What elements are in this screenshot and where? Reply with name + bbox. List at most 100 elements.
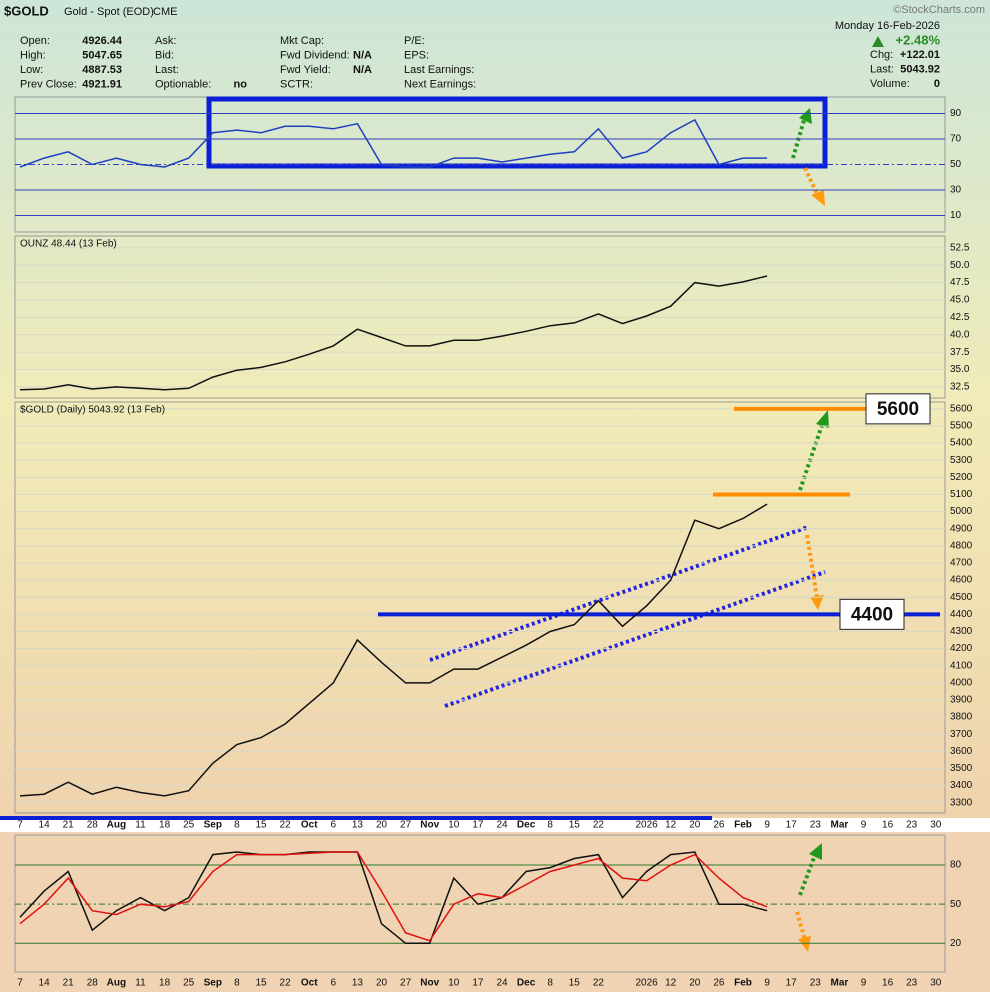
- x-tick-label: Sep: [204, 978, 222, 989]
- x-tick-label: 22: [280, 820, 292, 831]
- y-tick-label: 52.5: [950, 242, 970, 253]
- x-tick-label: Aug: [107, 820, 126, 831]
- y-tick-label: 40.0: [950, 329, 970, 340]
- highlight-box: [206, 96, 828, 169]
- y-tick-label: 4900: [950, 523, 973, 534]
- x-tick-label: 2026: [635, 820, 658, 831]
- header-field: Optionable:: [155, 78, 211, 90]
- header-field: N/A: [353, 49, 372, 61]
- y-tick-label: 3300: [950, 797, 973, 808]
- x-tick-label: 15: [569, 978, 581, 989]
- y-tick-label: 80: [950, 860, 962, 871]
- x-tick-label: 20: [689, 820, 701, 831]
- exchange: CME: [153, 6, 177, 18]
- y-tick-label: 4400: [950, 609, 973, 620]
- x-tick-label: 27: [400, 978, 412, 989]
- header-field: EPS:: [404, 49, 429, 61]
- date: Monday 16-Feb-2026: [835, 20, 940, 32]
- y-tick-label: 3400: [950, 780, 973, 791]
- x-tick-label: Feb: [734, 820, 752, 831]
- series-line: [19, 851, 768, 945]
- x-tick-label: 10: [448, 820, 460, 831]
- x-tick-label: Mar: [831, 978, 849, 989]
- header-field: Last:: [870, 63, 894, 75]
- header-field: Ask:: [155, 35, 176, 47]
- change-pct: +2.48%: [896, 32, 941, 47]
- header-field: High:: [20, 49, 46, 61]
- header-field: no: [234, 78, 248, 90]
- header-field: Last Earnings:: [404, 64, 474, 76]
- x-tick-label: 20: [376, 820, 388, 831]
- panel-title: OUNZ 48.44 (13 Feb): [20, 239, 117, 250]
- x-tick-label: 22: [593, 820, 605, 831]
- series-line: [19, 275, 768, 391]
- x-tick-label: Mar: [831, 820, 849, 831]
- x-tick-label: Oct: [301, 820, 318, 831]
- y-tick-label: 4500: [950, 592, 973, 603]
- x-tick-label: 9: [764, 978, 770, 989]
- header-field: Low:: [20, 64, 43, 76]
- x-tick-label: 10: [448, 978, 460, 989]
- x-tick-label: 12: [665, 820, 677, 831]
- header-field: SCTR:: [280, 78, 313, 90]
- x-tick-label: 21: [63, 978, 75, 989]
- x-tick-label: 9: [861, 820, 867, 831]
- y-tick-label: 4700: [950, 558, 973, 569]
- x-tick-label: 16: [882, 820, 894, 831]
- x-tick-label: Feb: [734, 978, 752, 989]
- y-tick-label: 4600: [950, 575, 973, 586]
- level-label: 5600: [877, 399, 919, 420]
- x-tick-label: 6: [331, 820, 337, 831]
- y-tick-label: 3500: [950, 763, 973, 774]
- x-tick-label: 8: [234, 978, 240, 989]
- header-field: Next Earnings:: [404, 78, 476, 90]
- y-tick-label: 45.0: [950, 295, 970, 306]
- x-tick-label: 30: [930, 820, 942, 831]
- x-tick-label: 14: [39, 978, 51, 989]
- x-tick-label: 28: [87, 978, 99, 989]
- y-tick-label: 50.0: [950, 260, 970, 271]
- up-arrow: [872, 36, 884, 47]
- y-tick-label: 50: [950, 159, 962, 170]
- x-tick-label: Aug: [107, 978, 126, 989]
- y-tick-label: 5300: [950, 455, 973, 466]
- y-tick-label: 5500: [950, 421, 973, 432]
- header-field: N/A: [353, 64, 372, 76]
- y-tick-label: 42.5: [950, 312, 970, 323]
- background: [0, 832, 990, 992]
- header-field: 5043.92: [900, 63, 940, 75]
- x-tick-label: 22: [593, 978, 605, 989]
- x-tick-label: 6: [331, 978, 337, 989]
- x-tick-label: 17: [472, 820, 484, 831]
- y-tick-label: 5000: [950, 506, 973, 517]
- x-tick-label: 9: [861, 978, 867, 989]
- header-field: 4921.91: [82, 78, 122, 90]
- y-tick-label: 10: [950, 210, 962, 221]
- y-tick-label: 32.5: [950, 382, 970, 393]
- header-field: Volume:: [870, 78, 910, 90]
- header-field: Chg:: [870, 49, 893, 61]
- header-field: Last:: [155, 64, 179, 76]
- x-tick-label: 28: [87, 820, 99, 831]
- y-tick-label: 30: [950, 185, 962, 196]
- y-tick-label: 5100: [950, 489, 973, 500]
- x-tick-label: 12: [665, 978, 677, 989]
- x-tick-label: 15: [255, 820, 267, 831]
- y-tick-label: 4100: [950, 660, 973, 671]
- x-tick-label: 17: [786, 820, 798, 831]
- y-tick-label: 47.5: [950, 277, 970, 288]
- y-tick-label: 50: [950, 899, 962, 910]
- arrowheads: [798, 108, 829, 952]
- header-field: Fwd Dividend:: [280, 49, 350, 61]
- x-tick-label: 9: [764, 820, 770, 831]
- level-box: [839, 598, 905, 630]
- x-tick-label: 23: [906, 820, 918, 831]
- symbol: $GOLD: [4, 3, 49, 18]
- x-tick-label: 8: [547, 978, 553, 989]
- x-tick-label: 25: [183, 978, 195, 989]
- x-tick-label: Nov: [420, 978, 439, 989]
- header-field: +122.01: [900, 49, 940, 61]
- y-tick-label: 3700: [950, 729, 973, 740]
- y-tick-label: 4200: [950, 643, 973, 654]
